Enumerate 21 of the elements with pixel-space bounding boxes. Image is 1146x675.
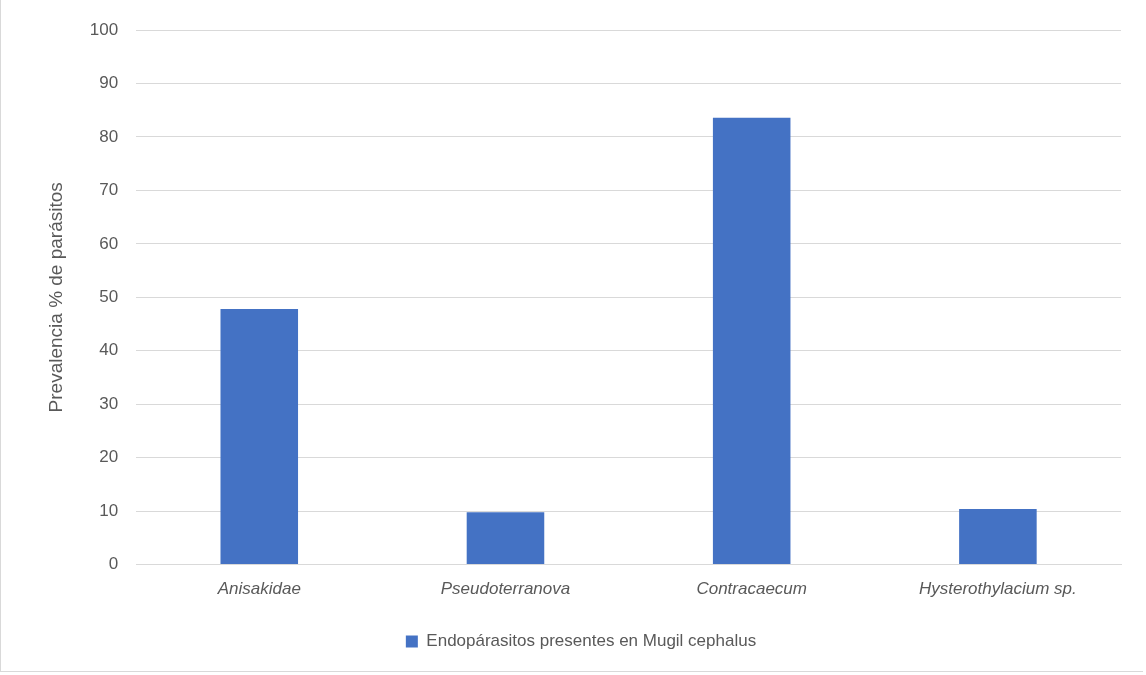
legend-label: Endopárasitos presentes en Mugil cephalus xyxy=(426,631,757,651)
y-tick-label: 100 xyxy=(89,19,119,39)
y-tick-label: 60 xyxy=(99,233,119,253)
y-tick-label: 20 xyxy=(99,447,119,467)
bar xyxy=(712,117,791,565)
y-tick-label: 80 xyxy=(99,126,119,146)
x-tick-label: Hysterothylacium sp. xyxy=(919,578,1077,598)
y-axis-title: Prevalencia % de parásitos xyxy=(44,182,66,413)
y-tick-label: 0 xyxy=(108,554,119,574)
y-tick-label: 10 xyxy=(99,500,119,520)
x-tick-label: Anisakidae xyxy=(216,578,301,598)
bar xyxy=(959,509,1037,565)
y-tick-label: 90 xyxy=(99,73,119,93)
x-tick-label: Pseudoterranova xyxy=(440,578,571,598)
y-tick-label: 70 xyxy=(99,180,119,200)
bar xyxy=(220,309,299,565)
y-tick-label: 30 xyxy=(99,393,119,413)
y-tick-label: 50 xyxy=(99,286,119,306)
bar xyxy=(466,512,545,565)
x-tick-label: Contracaecum xyxy=(696,578,807,598)
y-tick-label: 40 xyxy=(99,340,119,360)
